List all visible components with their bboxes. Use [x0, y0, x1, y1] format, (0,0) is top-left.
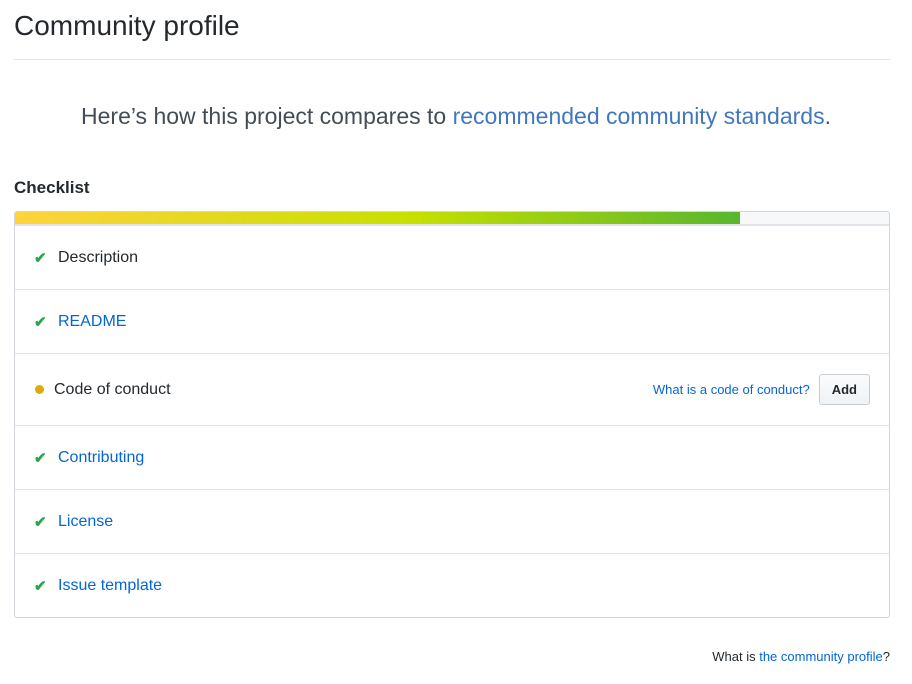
divider — [14, 59, 890, 60]
check-icon: ✔ — [34, 249, 47, 267]
item-label: Description — [58, 248, 139, 266]
license-link[interactable]: License — [58, 512, 114, 530]
checklist-box: ✔ Description ✔ README Code of conduct What… — [14, 211, 890, 618]
dot-icon — [35, 385, 44, 394]
tagline-text: Here’s how this project compares to — [81, 103, 453, 129]
checklist-item-code-of-conduct: Code of conduct What is a code of conduct… — [15, 353, 889, 425]
item-label: Code of conduct — [54, 380, 171, 398]
check-icon: ✔ — [34, 313, 47, 331]
check-icon: ✔ — [34, 577, 47, 595]
footer-text: What is — [712, 649, 760, 664]
checklist-item-readme: ✔ README — [15, 289, 889, 353]
add-code-of-conduct-button[interactable]: Add — [818, 374, 870, 405]
progress-bar — [15, 212, 889, 225]
check-icon: ✔ — [34, 449, 47, 467]
checklist-item-description: ✔ Description — [15, 225, 889, 289]
community-profile-link[interactable]: the community profile — [759, 649, 883, 664]
checklist-item-issue-template: ✔ Issue template — [15, 553, 889, 617]
footer-help: What is the community profile? — [712, 649, 890, 664]
issue-template-link[interactable]: Issue template — [58, 576, 163, 594]
code-of-conduct-help-link[interactable]: What is a code of conduct? — [652, 382, 810, 397]
page-title: Community profile — [14, 10, 240, 41]
checklist-item-license: ✔ License — [15, 489, 889, 553]
footer-suffix: ? — [882, 649, 890, 664]
checklist-heading: Checklist — [14, 178, 90, 197]
community-standards-link[interactable]: recommended community standards — [452, 103, 825, 129]
readme-link[interactable]: README — [58, 312, 127, 330]
contributing-link[interactable]: Contributing — [58, 448, 145, 466]
check-icon: ✔ — [34, 513, 47, 531]
checklist-item-contributing: ✔ Contributing — [15, 425, 889, 489]
tagline: Here’s how this project compares to reco… — [0, 103, 912, 130]
progress-fill — [15, 212, 741, 224]
tagline-suffix: . — [824, 103, 831, 129]
